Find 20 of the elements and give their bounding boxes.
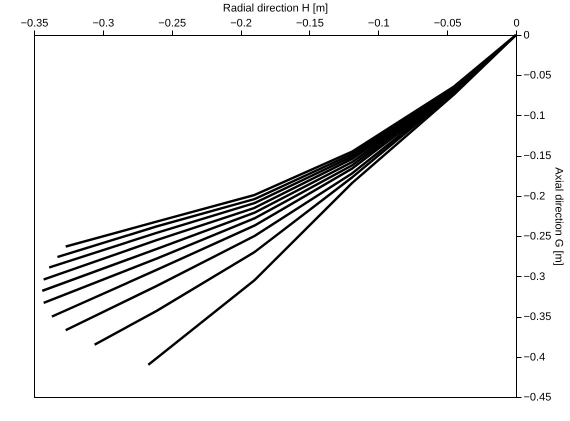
y-tick-label: −0.1 xyxy=(524,110,546,122)
y-tick-label: −0.05 xyxy=(524,70,552,82)
x-tick-label: −0.25 xyxy=(158,18,186,30)
x-tick-label: −0.1 xyxy=(368,18,390,30)
x-tick-label: −0.35 xyxy=(20,18,48,30)
y-tick-label: −0.45 xyxy=(524,392,552,404)
y-tick-label: 0 xyxy=(524,30,530,42)
x-tick-label: −0.2 xyxy=(230,18,252,30)
y-tick-label: −0.2 xyxy=(524,190,546,202)
y-axis-title: Axial direction G [m] xyxy=(552,167,564,266)
x-tick-label: −0.15 xyxy=(296,18,324,30)
y-tick-label: −0.35 xyxy=(524,311,552,324)
x-tick-label: 0 xyxy=(513,18,520,30)
y-tick-label: −0.3 xyxy=(524,270,546,283)
x-tick-label: −0.05 xyxy=(434,18,462,30)
y-tick-label: −0.4 xyxy=(524,351,546,364)
x-axis-title: Radial direction H [m] xyxy=(222,2,328,14)
x-tick-label: −0.3 xyxy=(92,18,114,30)
y-tick-label: −0.25 xyxy=(524,230,552,243)
y-tick-label: −0.15 xyxy=(524,150,552,162)
